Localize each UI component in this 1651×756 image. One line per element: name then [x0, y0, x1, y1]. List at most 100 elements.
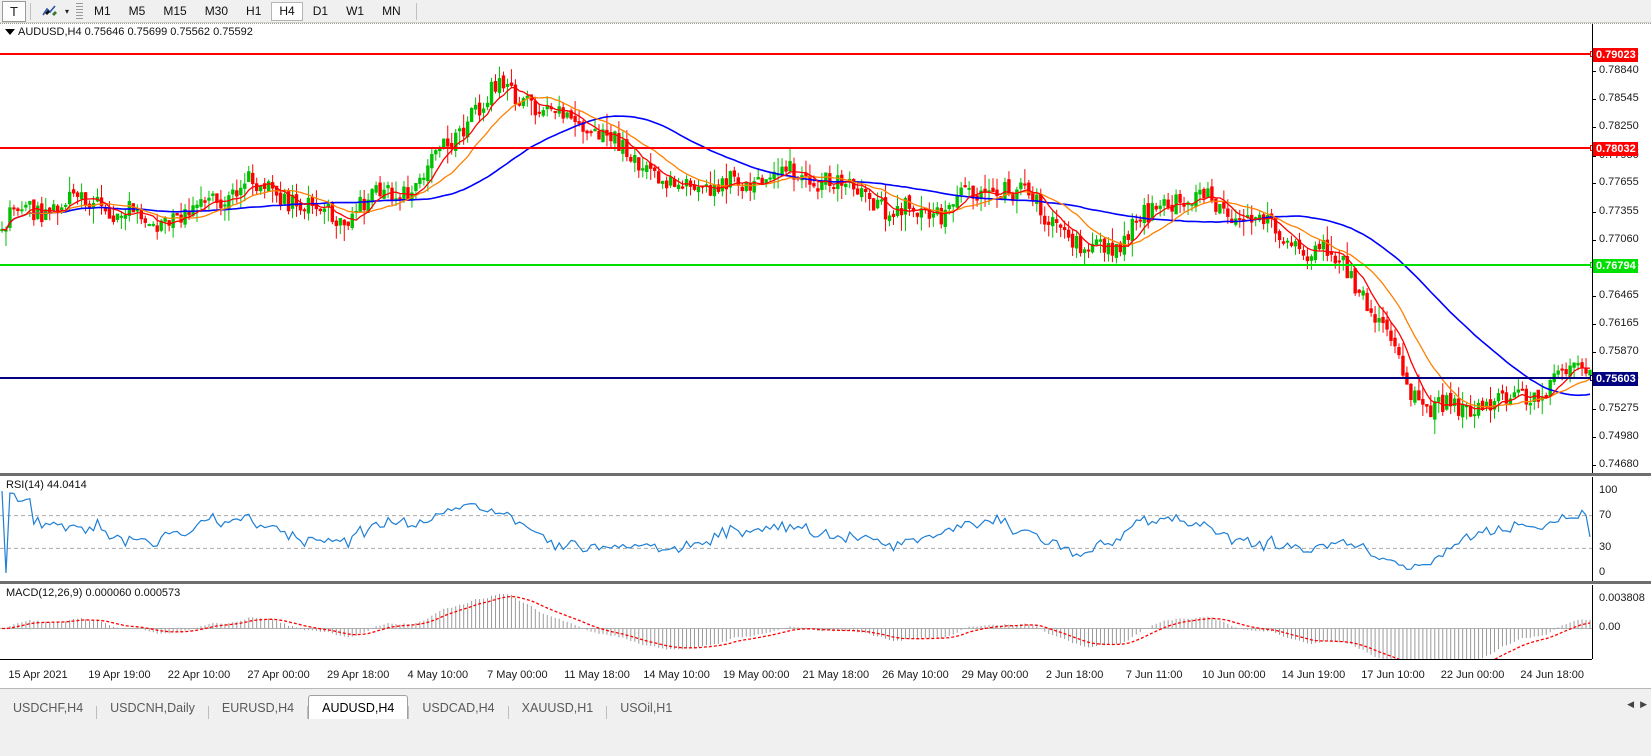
- price-axis-label: 0.78840: [1599, 64, 1639, 77]
- pane-separator-2: [0, 581, 1651, 584]
- macd-plot[interactable]: [0, 585, 1592, 683]
- chart-canvas-area[interactable]: AUDUSD,H4 0.75646 0.75699 0.75562 0.7559…: [0, 23, 1651, 688]
- symbol-tab-eurusd-h4[interactable]: EURUSD,H4: [209, 697, 307, 719]
- rsi-axis[interactable]: 100 70 30 0: [1592, 477, 1651, 581]
- time-axis-label: 29 May 00:00: [961, 669, 1029, 681]
- pane-separator-1: [0, 473, 1651, 476]
- price-level-tag[interactable]: 0.76794: [1593, 258, 1638, 273]
- timeframe-label: MN: [382, 4, 401, 18]
- price-axis-label: 0.77355: [1599, 204, 1639, 217]
- time-axis-label: 17 Jun 10:00: [1361, 669, 1425, 681]
- price-plot[interactable]: [0, 24, 1592, 473]
- time-axis-label: 19 Apr 19:00: [88, 669, 151, 681]
- price-level-tag[interactable]: 0.79023: [1593, 48, 1638, 62]
- price-level-line[interactable]: [0, 51, 1592, 57]
- timeframe-label: M5: [128, 4, 146, 18]
- symbol-tab-label: AUDUSD,H4: [322, 700, 395, 715]
- symbol-tab-audusd-h4[interactable]: AUDUSD,H4: [308, 695, 409, 719]
- tab-separator: [96, 706, 98, 719]
- symbol-tab-usdcnh-daily[interactable]: USDCNH,Daily: [97, 697, 208, 719]
- price-level-line[interactable]: [0, 261, 1592, 268]
- symbol-tab-usoil-h1[interactable]: USOil,H1: [607, 697, 685, 719]
- macd-axis-label: 0.00: [1599, 621, 1621, 634]
- chevron-down-icon: ▾: [64, 6, 69, 16]
- price-axis-tick: [1592, 127, 1596, 129]
- symbol-tab-usdcad-h4[interactable]: USDCAD,H4: [409, 697, 507, 719]
- time-axis-label: 2 Jun 18:00: [1045, 669, 1104, 681]
- price-axis-tick: [1592, 296, 1596, 298]
- main-toolbar: T ▾ M1 M5 M15 M30 H1 H4 D1 W1 MN: [0, 0, 1651, 23]
- price-axis-tick: [1592, 239, 1596, 241]
- line-drag-handle[interactable]: [1590, 374, 1592, 381]
- timeframe-h4[interactable]: H4: [271, 1, 303, 21]
- price-level-tag[interactable]: 0.75603: [1593, 371, 1638, 386]
- symbol-tab-label: USOil,H1: [620, 701, 673, 715]
- price-axis-tick: [1592, 211, 1596, 213]
- timeframe-label: H1: [246, 4, 262, 18]
- price-axis-label: 0.77655: [1599, 176, 1639, 189]
- time-axis-label: 22 Jun 00:00: [1440, 669, 1505, 681]
- symbol-tab-usdchf-h4[interactable]: USDCHF,H4: [0, 697, 96, 719]
- price-axis-tick: [1592, 324, 1596, 326]
- chart-collapse-arrow-icon[interactable]: [5, 29, 15, 35]
- tab-separator: [507, 706, 509, 719]
- time-axis-line: [0, 659, 1592, 660]
- price-axis[interactable]: 0.790230.788400.785450.782500.780320.779…: [1592, 24, 1651, 473]
- symbol-tab-xauusd-h1[interactable]: XAUUSD,H1: [509, 697, 607, 719]
- rsi-pane[interactable]: RSI(14) 44.0414 100 70 30 0: [0, 477, 1651, 581]
- toolbar-grip[interactable]: [76, 2, 83, 20]
- price-axis-tick: [1592, 352, 1596, 354]
- timeframe-w1[interactable]: W1: [338, 2, 372, 21]
- chart-title: AUDUSD,H4 0.75646 0.75699 0.75562 0.7559…: [18, 26, 253, 38]
- tab-scroll-right-icon[interactable]: ▶: [1640, 699, 1647, 709]
- price-axis-label: 0.78250: [1599, 120, 1639, 133]
- rsi-line: [0, 490, 1592, 574]
- timeframe-label: M1: [94, 4, 111, 18]
- tab-separator: [207, 706, 209, 719]
- price-axis-tick: [1592, 183, 1596, 185]
- timeframe-d1[interactable]: D1: [305, 2, 336, 21]
- symbol-tab-label: USDCHF,H4: [13, 701, 84, 715]
- text-tool-button[interactable]: T: [2, 0, 26, 22]
- price-level-line[interactable]: [0, 144, 1592, 151]
- time-axis-label: 7 May 00:00: [487, 669, 548, 681]
- time-axis-label: 15 Apr 2021: [8, 669, 68, 681]
- rsi-axis-label: 0: [1599, 566, 1606, 578]
- price-level-tag[interactable]: 0.78032: [1593, 141, 1638, 156]
- rsi-axis-line: [1592, 477, 1593, 581]
- time-axis-label: 27 Apr 00:00: [247, 669, 310, 681]
- timeframe-h1[interactable]: H1: [238, 2, 269, 21]
- time-axis-label: 14 May 10:00: [643, 669, 710, 681]
- timeframe-mn[interactable]: MN: [374, 2, 409, 21]
- toolbar-divider: [30, 2, 31, 20]
- indicators-icon[interactable]: [37, 1, 61, 22]
- timeframe-m30[interactable]: M30: [197, 2, 236, 21]
- time-axis-label: 24 Jun 18:00: [1520, 669, 1584, 681]
- time-axis-label: 11 May 18:00: [564, 669, 630, 681]
- price-axis-tick: [1592, 408, 1596, 410]
- price-axis-label: 0.74980: [1599, 429, 1639, 442]
- time-axis-label: 4 May 10:00: [407, 669, 469, 681]
- indicators-dropdown-caret[interactable]: ▾: [61, 1, 73, 22]
- time-axis[interactable]: 15 Apr 2021 19 Apr 19:00 22 Apr 10:00 27 Ap…: [0, 659, 1651, 688]
- time-axis-label: 10 Jun 00:00: [1201, 669, 1266, 681]
- timeframe-m5[interactable]: M5: [121, 2, 154, 21]
- timeframe-m1[interactable]: M1: [86, 2, 119, 21]
- tab-scroll-left-icon[interactable]: ◀: [1627, 699, 1635, 709]
- price-axis-tick: [1592, 155, 1596, 157]
- tab-scroll-controls[interactable]: ◀ ▶: [1627, 699, 1647, 710]
- timeframe-m15[interactable]: M15: [155, 2, 194, 21]
- macd-axis-label: 0.003808: [1599, 592, 1645, 604]
- time-axis-label: 7 Jun 11:00: [1125, 669, 1183, 681]
- price-pane[interactable]: AUDUSD,H4 0.75646 0.75699 0.75562 0.7559…: [0, 24, 1651, 473]
- line-drag-handle[interactable]: [1590, 51, 1592, 57]
- price-level-line[interactable]: [0, 374, 1592, 381]
- line-drag-handle[interactable]: [1590, 261, 1592, 268]
- line-drag-handle[interactable]: [1590, 144, 1592, 151]
- price-axis-label: 0.78545: [1599, 92, 1639, 105]
- symbol-tabstrip: USDCHF,H4 USDCNH,Daily EURUSD,H4 AUDUSD,H4 U…: [0, 695, 1620, 719]
- tab-separator: [606, 706, 608, 719]
- timeframe-label: M30: [204, 4, 229, 18]
- rsi-plot[interactable]: [0, 477, 1592, 581]
